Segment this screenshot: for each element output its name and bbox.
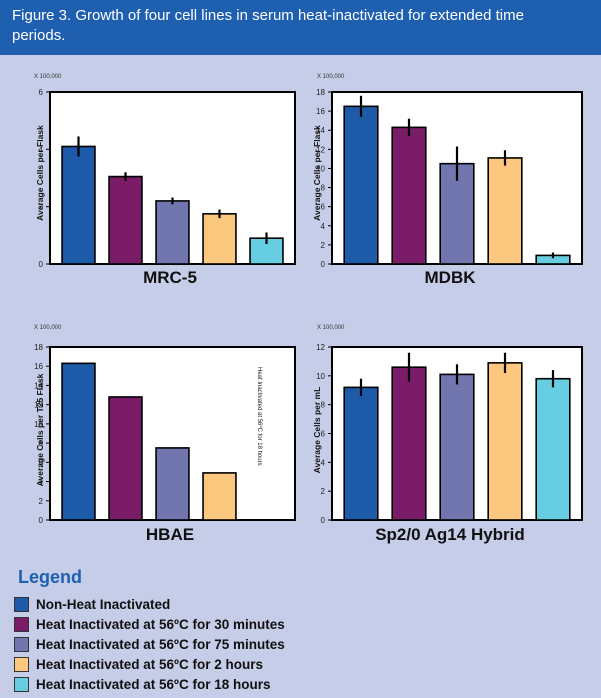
legend-label: Non-Heat Inactivated bbox=[36, 597, 171, 612]
bar bbox=[61, 145, 96, 265]
scale-label: X 100,000 bbox=[34, 74, 62, 80]
legend-label: Heat Inactivated at 56ºC for 30 minutes bbox=[36, 617, 285, 632]
bar bbox=[343, 386, 379, 521]
legend-swatch bbox=[14, 617, 29, 632]
y-axis-label: Average Cells per mL bbox=[312, 386, 322, 474]
chart-annotation: Heat Inactivated at 56ºC for 18 hours bbox=[256, 367, 262, 466]
plot-area bbox=[331, 346, 583, 521]
chart-title: Sp2/0 Ag14 Hybrid bbox=[375, 525, 525, 544]
y-tick-label: 0 bbox=[321, 516, 326, 525]
legend-swatch bbox=[14, 657, 29, 672]
y-tick-label: 18 bbox=[34, 343, 43, 352]
y-tick-label: 2 bbox=[39, 497, 44, 506]
bar bbox=[391, 366, 427, 521]
bar bbox=[535, 254, 571, 265]
y-tick-label: 2 bbox=[321, 241, 326, 250]
bar bbox=[249, 237, 284, 265]
bar bbox=[202, 472, 237, 521]
chart-title: MDBK bbox=[424, 268, 476, 287]
scale-label: X 100,000 bbox=[317, 325, 345, 331]
bar bbox=[439, 162, 475, 265]
bar bbox=[391, 126, 427, 265]
y-axis-label: Average Cells per Flask bbox=[35, 125, 45, 221]
bar bbox=[155, 447, 190, 521]
legend-label: Heat Inactivated at 56ºC for 2 hours bbox=[36, 657, 263, 672]
plot-area bbox=[49, 91, 296, 265]
bar bbox=[439, 373, 475, 521]
y-tick-label: 0 bbox=[39, 516, 44, 525]
legend-title: Legend bbox=[18, 567, 83, 587]
legend-swatch bbox=[14, 597, 29, 612]
plot-area bbox=[331, 91, 583, 265]
legend-swatch bbox=[14, 677, 29, 692]
figure-header: Figure 3. Growth of four cell lines in s… bbox=[0, 0, 601, 55]
y-axis-label: Average Cells per T25 Flask bbox=[35, 373, 45, 487]
y-tick-label: 0 bbox=[39, 260, 44, 269]
bar bbox=[108, 396, 143, 521]
y-tick-label: 6 bbox=[39, 88, 44, 97]
y-tick-label: 0 bbox=[321, 260, 326, 269]
legend-label: Heat Inactivated at 56ºC for 18 hours bbox=[36, 677, 271, 692]
bar bbox=[343, 105, 379, 265]
bar bbox=[487, 362, 523, 521]
scale-label: X 100,000 bbox=[34, 325, 62, 331]
legend-swatch bbox=[14, 637, 29, 652]
figure-title: Figure 3. Growth of four cell lines in s… bbox=[12, 7, 524, 44]
y-axis-label: Average Cells per Flask bbox=[312, 125, 322, 221]
bar bbox=[61, 362, 96, 521]
bar bbox=[108, 175, 143, 265]
bar bbox=[155, 200, 190, 265]
bar bbox=[535, 377, 571, 521]
legend-label: Heat Inactivated at 56ºC for 75 minutes bbox=[36, 637, 285, 652]
bar bbox=[487, 157, 523, 265]
chart-title: HBAE bbox=[145, 525, 195, 544]
bar bbox=[202, 213, 237, 265]
chart-title: MRC-5 bbox=[143, 268, 197, 287]
scale-label: X 100,000 bbox=[317, 74, 345, 80]
y-tick-label: 12 bbox=[316, 343, 325, 352]
y-tick-label: 18 bbox=[316, 88, 325, 97]
